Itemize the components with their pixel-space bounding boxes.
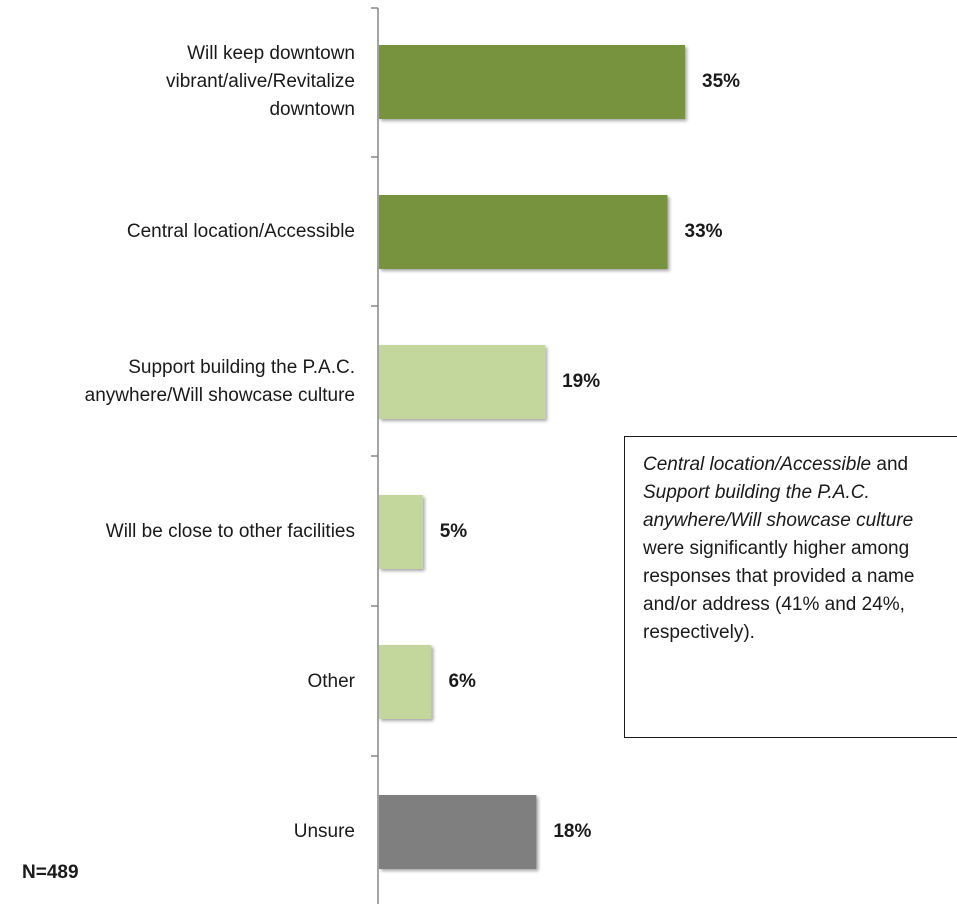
annotation-text: Central location/Accessible and Support …: [643, 454, 914, 643]
annotation-italic-text: Support building the P.A.C. anywhere/Wil…: [643, 482, 914, 531]
data-label: 6%: [448, 671, 476, 692]
category-label-line: Other: [307, 671, 355, 692]
annotation-plain-text: and: [871, 454, 909, 475]
category-label: Central location/Accessible: [127, 218, 355, 246]
bar: [379, 795, 537, 869]
bar: [379, 645, 432, 719]
bar: [379, 195, 668, 269]
bar: [379, 345, 546, 419]
category-label-line: anywhere/Will showcase culture: [84, 385, 355, 406]
category-label: Will be close to other facilities: [106, 518, 355, 546]
bar: [379, 45, 685, 119]
data-label: 5%: [439, 521, 468, 542]
category-label: Support building the P.A.C. anywhere/Will…: [85, 354, 355, 410]
data-label: 19%: [562, 371, 601, 392]
category-label-line: Will keep downtown: [187, 43, 355, 64]
data-label: 33%: [684, 221, 723, 242]
sample-size-label: N=489: [22, 862, 79, 883]
category-label-line: Will be close to other facilities: [105, 521, 355, 542]
annotation-italic-text: Central location/Accessible: [643, 454, 872, 475]
category-label-line: vibrant/alive/Revitalize: [165, 71, 355, 92]
category-label-line: downtown: [269, 99, 355, 120]
category-label-line: Support building the P.A.C.: [128, 357, 355, 378]
category-label-line: Unsure: [293, 821, 355, 842]
data-label: 18%: [553, 821, 592, 842]
bar: [379, 495, 423, 569]
category-label: Other: [307, 668, 355, 696]
annotation-box: Central location/Accessible and Support …: [624, 436, 957, 738]
category-label-line: Central location/Accessible: [126, 221, 355, 242]
annotation-plain-text: were significantly higher among response…: [643, 538, 915, 643]
category-label: Unsure: [294, 818, 355, 846]
category-label: Will keep downtown vibrant/alive/Revitali…: [166, 40, 355, 124]
data-label: 35%: [702, 71, 741, 92]
